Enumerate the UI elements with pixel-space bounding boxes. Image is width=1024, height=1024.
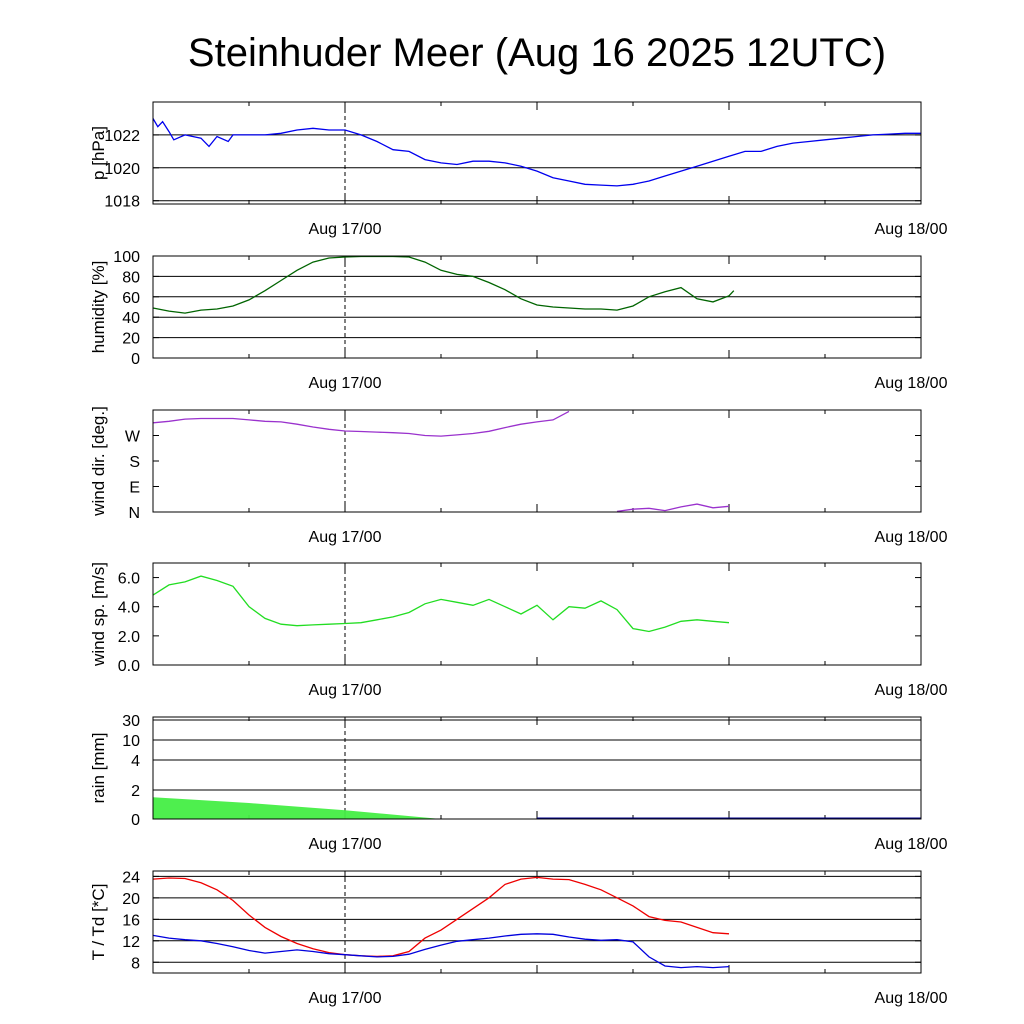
ytick-label-wind_speed: 6.0 (118, 571, 140, 588)
ytick-label-humidity: 40 (122, 310, 140, 327)
wind_speed-line (152, 575, 730, 633)
ytick-label-pressure: 1018 (104, 194, 140, 211)
humidity-line (152, 255, 735, 314)
ylabel-pressure: p [hPa] (89, 126, 108, 180)
panel-pressure: 1018 1020 1022 Aug 17/00 Aug 18/00 p [hPa] (89, 101, 948, 238)
ytick-label-wind_speed: 4.0 (118, 600, 140, 617)
xtick-label-humidity: Aug 18/00 (875, 375, 948, 392)
xtick-label-wind_direction: Aug 17/00 (309, 529, 382, 546)
panel-frame-humidity (152, 255, 922, 359)
ytick-label-rain: 10 (122, 733, 140, 750)
ylabel-humidity: humidity [%] (89, 261, 108, 354)
xtick-label-pressure: Aug 18/00 (875, 221, 948, 238)
ylabel-wind_speed: wind sp. [m/s] (89, 562, 108, 667)
panel-temperature: 8 12 16 20 24 Aug 17/00 Aug 18/00 T / Td [*C] (89, 869, 948, 1007)
ytick-label-rain: 0 (131, 812, 140, 829)
panel-rain: 0 2 4 10 30 Aug 17/00 Aug 18/00 rain [mm] (89, 713, 948, 853)
ytick-label-humidity: 100 (113, 249, 140, 266)
ytick-label-humidity: 60 (122, 290, 140, 307)
panel-wind_speed: 0.0 2.0 4.0 6.0 Aug 17/00 Aug 18/00 wind sp. [… (89, 562, 948, 699)
ytick-label-humidity: 20 (122, 331, 140, 348)
ytick-label-rain: 4 (131, 753, 140, 770)
ytick-label-temperature: 20 (122, 891, 140, 908)
ytick-label-wind_direction: W (125, 429, 141, 446)
panel-frame-temperature (152, 870, 922, 974)
xtick-label-rain: Aug 18/00 (875, 836, 948, 853)
wind_direction-line (152, 410, 730, 513)
panel-frame-rain (152, 716, 922, 820)
panel-frame-wind_direction (152, 409, 922, 513)
panel-humidity: 0 20 40 60 80 100 Aug 17/00 Aug 18/00 humidity [… (89, 249, 948, 392)
ytick-label-humidity: 0 (131, 351, 140, 368)
ytick-label-temperature: 8 (131, 955, 140, 972)
ytick-label-temperature: 16 (122, 912, 140, 929)
chart-title: Steinhuder Meer (Aug 16 2025 12UTC) (188, 31, 886, 75)
xtick-label-temperature: Aug 17/00 (309, 990, 382, 1007)
ylabel-wind_direction: wind dir. [deg.] (89, 406, 108, 517)
ytick-label-pressure: 1022 (104, 128, 140, 145)
ytick-label-pressure: 1020 (104, 161, 140, 178)
ytick-label-rain: 2 (131, 783, 140, 800)
xtick-label-wind_speed: Aug 18/00 (875, 682, 948, 699)
ytick-label-wind_direction: E (129, 480, 140, 497)
ytick-label-wind_speed: 0.0 (118, 658, 140, 675)
xtick-label-rain: Aug 17/00 (309, 836, 382, 853)
ytick-label-wind_direction: S (129, 454, 140, 471)
ytick-label-temperature: 12 (122, 934, 140, 951)
ytick-label-rain: 30 (122, 713, 140, 730)
rain-area (153, 797, 729, 819)
xtick-label-wind_direction: Aug 18/00 (875, 529, 948, 546)
xtick-label-temperature: Aug 18/00 (875, 990, 948, 1007)
xtick-label-humidity: Aug 17/00 (309, 375, 382, 392)
dewpoint-line (152, 933, 730, 969)
panel-frame-wind_speed (152, 562, 922, 666)
ylabel-rain: rain [mm] (89, 733, 108, 804)
ytick-label-humidity: 80 (122, 269, 140, 286)
xtick-label-wind_speed: Aug 17/00 (309, 682, 382, 699)
pressure-line (152, 118, 921, 187)
ylabel-temperature: T / Td [*C] (89, 884, 108, 961)
ytick-label-wind_direction: N (128, 505, 140, 522)
xtick-label-pressure: Aug 17/00 (309, 221, 382, 238)
ytick-label-wind_speed: 2.0 (118, 629, 140, 646)
temperature-line (152, 876, 730, 958)
ytick-label-temperature: 24 (122, 869, 140, 886)
panel-frame-pressure (152, 101, 922, 205)
